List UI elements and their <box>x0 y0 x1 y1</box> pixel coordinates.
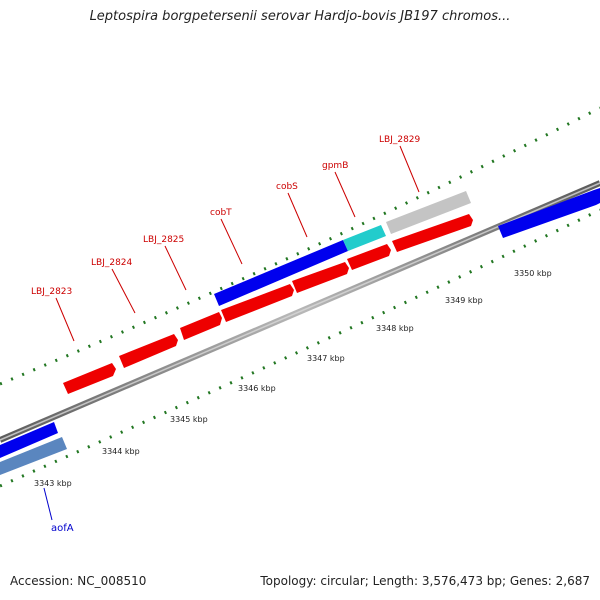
map-title: Leptospira borgpetersenii serovar Hardjo… <box>89 9 511 24</box>
gene-label-aofA[interactable]: aofA <box>51 523 74 534</box>
gene-cobT-reverse[interactable] <box>221 284 294 322</box>
gene-LBJ_2824[interactable] <box>119 334 178 368</box>
gene-cobT-forward[interactable] <box>214 240 348 306</box>
gene-label-LBJ_2824[interactable]: LBJ_2824 <box>91 258 133 268</box>
gene-right-forward[interactable] <box>498 188 600 238</box>
scale-label-3349: 3349 kbp <box>445 296 483 305</box>
scale-label-3346: 3346 kbp <box>238 384 276 393</box>
scale-label-3343: 3343 kbp <box>34 479 72 488</box>
gene-label-LBJ_2829[interactable]: LBJ_2829 <box>379 135 421 145</box>
scale-label-3344: 3344 kbp <box>102 447 140 456</box>
scale-label-3348: 3348 kbp <box>376 324 414 333</box>
gene-label-LBJ_2823[interactable]: LBJ_2823 <box>31 287 72 297</box>
upper-tick-track <box>0 106 600 386</box>
gene-label-LBJ_2825[interactable]: LBJ_2825 <box>143 235 184 245</box>
scale-label-3347: 3347 kbp <box>307 354 345 363</box>
gene-label-cobT[interactable]: cobT <box>210 208 232 218</box>
gene-cobS[interactable] <box>292 262 349 293</box>
gene-label-gpmB[interactable]: gpmB <box>322 161 348 171</box>
lower-tick-track <box>0 208 600 488</box>
scale-label-3350: 3350 kbp <box>514 269 552 278</box>
gene-LBJ_2829[interactable] <box>386 191 471 234</box>
gene-gpmB[interactable] <box>343 225 386 251</box>
gene-LBJ_2825[interactable] <box>180 312 222 340</box>
topology-text: Topology: circular; Length: 3,576,473 bp… <box>260 574 590 588</box>
scale-label-3345: 3345 kbp <box>170 415 208 424</box>
accession-text: Accession: NC_008510 <box>10 574 147 588</box>
gene-LBJ_2829-reverse[interactable] <box>392 214 473 252</box>
gene-left-forward[interactable] <box>0 422 58 458</box>
gene-LBJ_2823[interactable] <box>63 363 116 394</box>
gene-gpmB-reverse[interactable] <box>347 244 391 270</box>
gene-label-cobS[interactable]: cobS <box>276 182 298 192</box>
gene-aofA[interactable] <box>0 437 67 475</box>
